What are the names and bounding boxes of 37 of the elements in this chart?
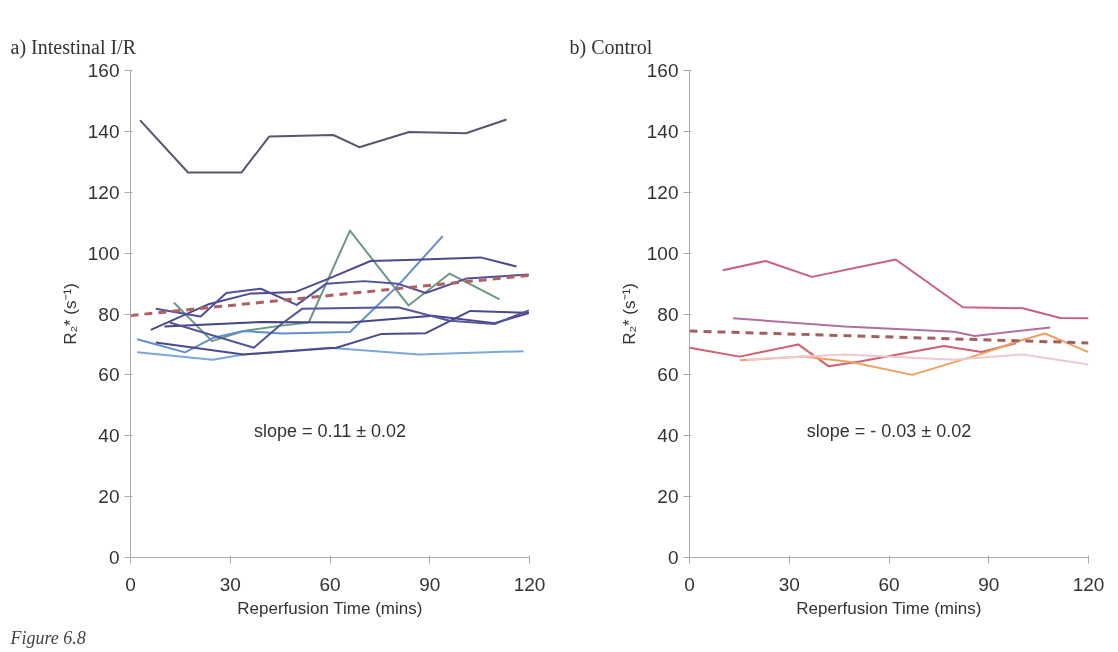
caption: Figure 6.8 (9, 627, 86, 648)
y-tick-label: 140 (646, 120, 679, 142)
y-tick-label: 120 (87, 181, 120, 203)
x-tick-label: 60 (878, 573, 900, 595)
y-tick-label: 20 (98, 486, 120, 508)
y-tick-label: 100 (646, 242, 679, 264)
y-tick-label: 40 (98, 425, 120, 447)
x-axis-title: Reperfusion Time (mins) (237, 598, 423, 618)
y-tick-label: 80 (98, 303, 120, 325)
y-tick-label: 20 (657, 486, 679, 508)
y-tick-label: 0 (108, 547, 120, 568)
x-tick-label: 120 (513, 573, 546, 595)
y-tick-label: 100 (87, 242, 120, 264)
y-axis-title: R₂* (s⁻¹) (619, 283, 639, 345)
y-tick-label: 60 (657, 364, 679, 386)
x-tick-label: 120 (1072, 573, 1105, 595)
y-tick-label: 160 (646, 60, 679, 81)
chart-title: b) Control (569, 36, 653, 59)
y-tick-label: 80 (657, 303, 679, 325)
y-tick-label: 40 (657, 425, 679, 447)
x-tick-label: 90 (419, 573, 441, 595)
x-tick-label: 30 (778, 573, 800, 595)
y-tick-label: 160 (87, 60, 120, 81)
x-tick-label: 90 (978, 573, 1000, 595)
y-tick-label: 0 (667, 547, 679, 568)
x-tick-label: 0 (684, 573, 695, 595)
annotation: slope = - 0.03 ± 0.02 (806, 420, 972, 441)
y-axis-title: R₂* (s⁻¹) (60, 283, 80, 345)
y-tick-label: 60 (98, 364, 120, 386)
annotation: slope = 0.11 ± 0.02 (253, 420, 407, 441)
y-tick-label: 140 (87, 120, 120, 142)
x-tick-label: 0 (125, 573, 136, 595)
x-tick-label: 60 (319, 573, 341, 595)
y-tick-label: 120 (646, 181, 679, 203)
chart-title: a) Intestinal I/R (10, 36, 137, 59)
x-axis-title: Reperfusion Time (mins) (796, 598, 982, 618)
x-tick-label: 30 (219, 573, 241, 595)
